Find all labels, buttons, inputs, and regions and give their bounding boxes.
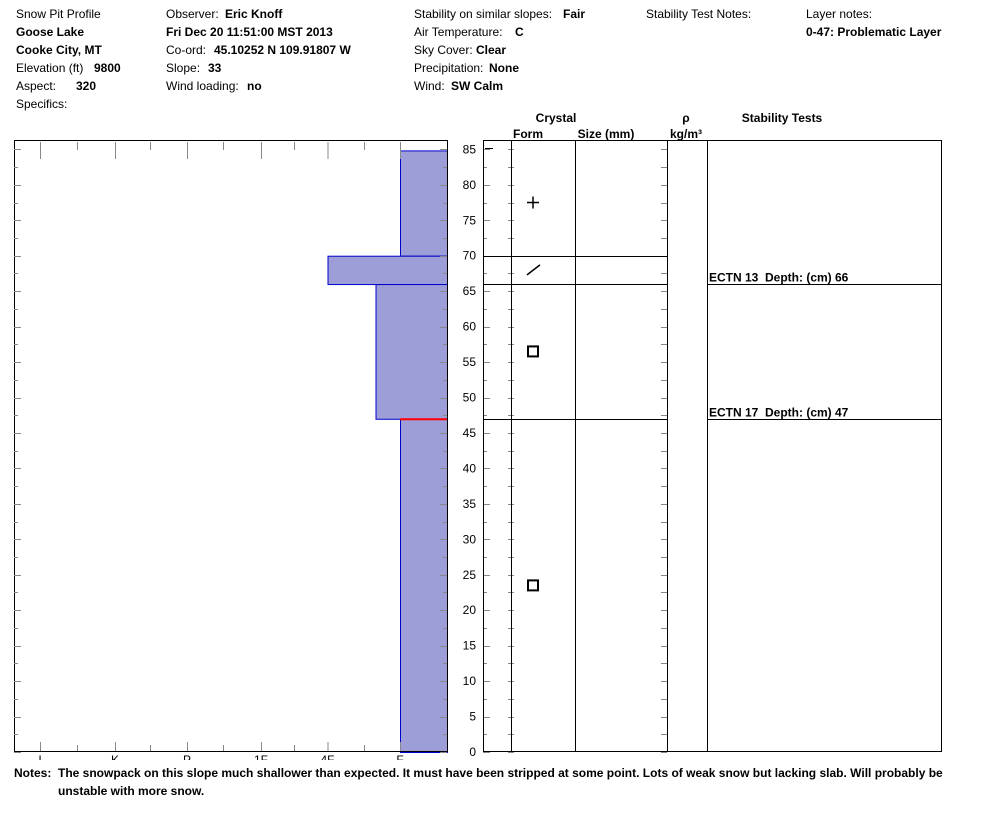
observation-datetime: Fri Dec 20 11:51:00 MST 2013	[166, 25, 333, 39]
depth-label: 20	[463, 603, 477, 617]
layer-notes-label: Layer notes:	[806, 7, 873, 21]
depth-label: 35	[463, 497, 477, 511]
sky-cover-label: Sky Cover:	[414, 43, 473, 57]
observer-value: Eric Knoff	[225, 7, 283, 21]
wind-loading-label: Wind loading:	[166, 79, 239, 93]
stability-tests-header: Stability Tests	[742, 111, 823, 125]
observer-label: Observer:	[166, 7, 219, 21]
depth-label: 60	[463, 320, 477, 334]
aspect-label: Aspect:	[16, 79, 57, 93]
layer-table-frame	[483, 140, 942, 752]
elevation-label: Elevation (ft)	[16, 61, 84, 75]
plus-icon	[527, 196, 539, 209]
form-header: Form	[513, 127, 543, 141]
wind-value: SW Calm	[451, 79, 504, 93]
layer-notes-value: 0-47: Problematic Layer	[806, 25, 942, 39]
hardness-label: 1F	[254, 753, 268, 760]
notes-label: Notes:	[14, 766, 52, 780]
precip-label: Precipitation:	[414, 61, 484, 75]
depth-label: 50	[463, 391, 477, 405]
depth-label: 45	[463, 426, 477, 440]
profile-label: Snow Pit Profile	[16, 7, 101, 21]
depth-label: 0	[469, 745, 476, 759]
elevation-value: 9800	[94, 61, 121, 75]
slash-icon	[526, 264, 541, 276]
density-unit-header: kg/m³	[670, 127, 702, 141]
aspect-value: 320	[76, 79, 97, 93]
precip-value: None	[489, 61, 519, 75]
hardness-label: 4F	[320, 753, 334, 760]
hardness-layer-bar	[400, 418, 448, 753]
air-temp-label: Air Temperature:	[414, 25, 503, 39]
specifics-label: Specifics:	[16, 97, 68, 111]
stability-test-notes-label: Stability Test Notes:	[646, 7, 752, 21]
notes-text: The snowpack on this slope much shallowe…	[58, 766, 943, 798]
depth-label: 5	[469, 710, 476, 724]
hardness-label: K	[111, 753, 119, 760]
location-name: Goose Lake	[16, 25, 85, 39]
depth-label: 15	[463, 639, 477, 653]
depth-label: 30	[463, 532, 477, 546]
depth-label: 85	[463, 142, 477, 156]
stability-test-result: ECTN 17	[709, 406, 759, 420]
crystal-header: Crystal	[536, 111, 577, 125]
coord-value: 45.10252 N 109.91807 W	[214, 43, 351, 57]
depth-label: 65	[463, 284, 477, 298]
hardness-label: P	[183, 753, 191, 760]
depth-label: 10	[463, 674, 477, 688]
depth-label: 75	[463, 213, 477, 227]
hardness-label: F	[396, 753, 403, 760]
stability-test-depth: Depth: (cm) 47	[765, 406, 849, 420]
wind-loading-value: no	[247, 79, 262, 93]
square-icon	[527, 345, 539, 358]
wind-label: Wind:	[414, 79, 445, 93]
city-name: Cooke City, MT	[16, 43, 102, 57]
air-temp-value: C	[515, 25, 524, 39]
stability-value: Fair	[563, 7, 586, 21]
slope-value: 33	[208, 61, 222, 75]
hardness-layer-bar	[400, 150, 448, 257]
density-rho-header: ρ	[682, 111, 689, 125]
stability-test-depth: Depth: (cm) 66	[765, 271, 849, 285]
hardness-layer-bar	[375, 284, 448, 420]
depth-label: 25	[463, 568, 477, 582]
coord-label: Co-ord:	[166, 43, 207, 57]
depth-label: 80	[463, 178, 477, 192]
hardness-plot-frame	[14, 140, 448, 752]
hardness-layer-bar	[327, 255, 448, 286]
sky-cover-value: Clear	[476, 43, 507, 57]
size-header: Size (mm)	[578, 127, 635, 141]
depth-label: 70	[463, 249, 477, 263]
snow-pit-chart: Crystal Form Size (mm) ρ kg/m³ Stability…	[14, 111, 942, 760]
stability-test-result: ECTN 13	[709, 271, 759, 285]
slope-label: Slope:	[166, 61, 201, 75]
stability-label: Stability on similar slopes:	[414, 7, 553, 21]
square-icon	[527, 579, 539, 592]
hardness-label: I	[38, 753, 41, 760]
depth-label: 40	[463, 461, 477, 475]
depth-label: 55	[463, 355, 477, 369]
